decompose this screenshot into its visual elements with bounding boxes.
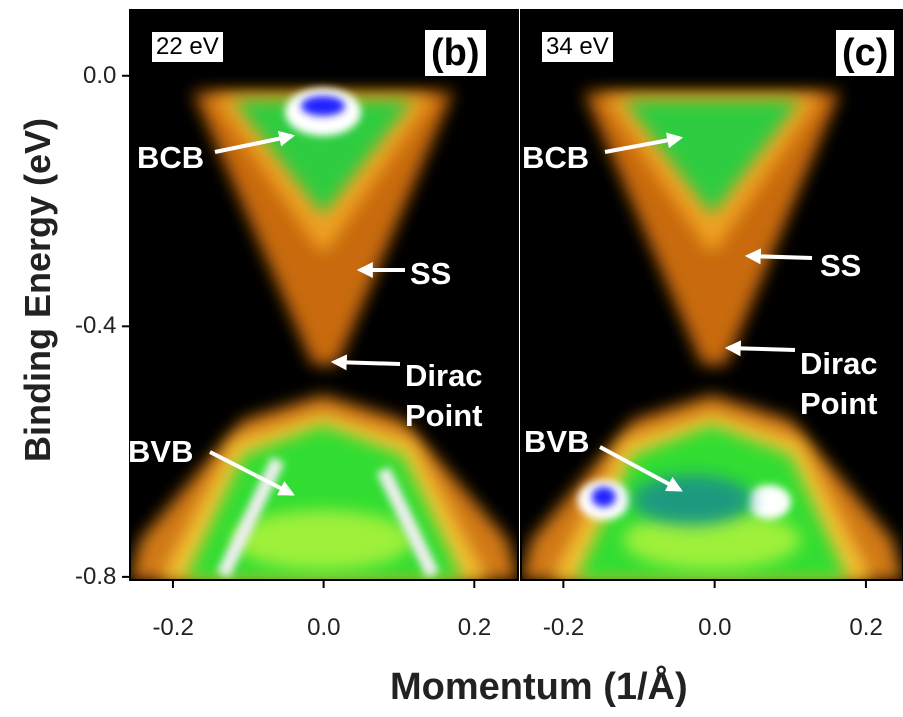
- x-tick-label: 0.0: [307, 614, 341, 641]
- arrow: [330, 354, 401, 371]
- annotation: BVB: [128, 434, 194, 469]
- annotation: BCB: [137, 140, 205, 175]
- panel-frame: [520, 9, 903, 581]
- arrow: [744, 248, 813, 265]
- cone-inner: [623, 100, 801, 215]
- cone-inner: [233, 100, 413, 215]
- annotation: Dirac Point: [405, 358, 483, 434]
- x-tick-label: -0.2: [542, 614, 585, 641]
- annotation: BCB: [522, 140, 590, 175]
- annotation: SS: [410, 256, 452, 291]
- band-shade: [632, 475, 753, 525]
- arrow: [724, 340, 796, 357]
- photon-energy: 34 eV: [540, 30, 615, 64]
- x-tick-label: 0.2: [457, 614, 492, 641]
- spot-core: [591, 487, 616, 507]
- panel-label: (b): [425, 30, 486, 76]
- spot-core: [301, 96, 345, 116]
- heatmap: [130, 10, 518, 580]
- x-axis-label: Momentum (1/Å): [390, 666, 688, 708]
- spot: [747, 485, 792, 519]
- y-tick-label: 0.0: [83, 61, 117, 89]
- annotation: BVB: [524, 424, 590, 459]
- annotation: Dirac Point: [800, 346, 878, 422]
- y-tick-label: -0.8: [75, 562, 117, 590]
- arrow: [604, 132, 684, 154]
- x-tick-label: 0.2: [849, 614, 883, 641]
- vb-shade: [623, 510, 801, 570]
- panel-label: (c): [836, 30, 895, 76]
- y-tick-label: -0.4: [75, 312, 117, 340]
- arrow: [599, 445, 683, 492]
- streak: [376, 466, 440, 579]
- vb-shade: [233, 510, 413, 570]
- arrow: [209, 450, 295, 496]
- streak: [216, 456, 285, 579]
- x-tick-label: -0.2: [152, 614, 194, 641]
- photon-energy: 22 eV: [150, 30, 225, 64]
- arrow: [214, 130, 296, 154]
- y-axis-label: Binding Energy (eV): [17, 117, 58, 463]
- annotation: SS: [820, 248, 862, 283]
- x-tick-label: 0.0: [698, 614, 732, 641]
- heatmap: [521, 10, 903, 580]
